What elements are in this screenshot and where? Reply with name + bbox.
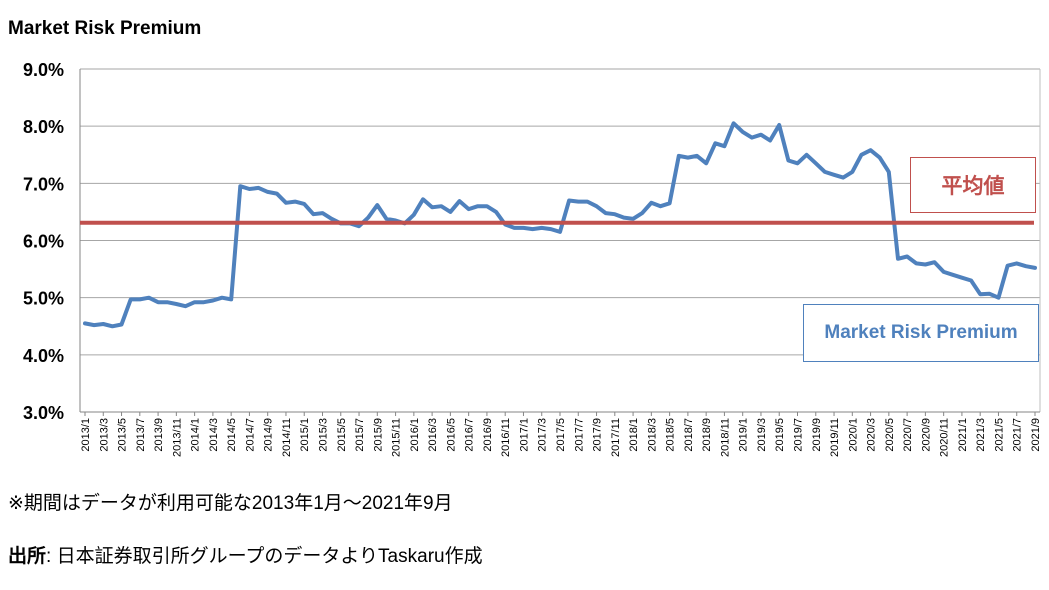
x-tick-label: 2014/3 <box>208 418 220 452</box>
x-tick-label: 2014/11 <box>281 418 293 457</box>
period-note: ※期間はデータが利用可能な2013年1月～2021年9月 <box>8 493 453 514</box>
source-text: : 日本証券取引所グループのデータよりTaskaru作成 <box>46 546 483 567</box>
x-tick-label: 2017/11 <box>610 418 622 457</box>
x-tick-label: 2016/5 <box>445 418 457 452</box>
x-tick-label: 2015/9 <box>372 418 384 452</box>
y-tick-label: 6.0% <box>23 232 64 252</box>
x-tick-label: 2018/7 <box>683 418 695 452</box>
x-tick-label: 2014/5 <box>226 418 238 452</box>
series-line-market-risk-premium <box>83 121 1037 329</box>
x-tick-label: 2017/5 <box>555 418 567 452</box>
x-tick-label: 2020/11 <box>939 418 951 457</box>
x-tick-label: 2018/5 <box>665 418 677 452</box>
x-tick-label: 2019/3 <box>756 418 768 452</box>
x-tick-label: 2018/9 <box>701 418 713 452</box>
x-tick-label: 2021/3 <box>975 418 987 452</box>
x-tick-label: 2015/11 <box>391 418 403 457</box>
x-tick-label: 2013/9 <box>153 418 165 452</box>
x-tick-label: 2015/5 <box>336 418 348 452</box>
x-tick-label: 2019/5 <box>774 418 786 452</box>
x-tick-label: 2016/9 <box>482 418 494 452</box>
x-tick-label: 2016/11 <box>500 418 512 457</box>
y-tick-label: 7.0% <box>23 174 64 194</box>
x-tick-label: 2019/11 <box>829 418 841 457</box>
x-tick-label: 2013/5 <box>117 418 129 452</box>
y-tick-label: 4.0% <box>23 346 64 366</box>
average-label-box: 平均値 <box>910 157 1036 213</box>
x-tick-label: 2018/11 <box>719 418 731 457</box>
x-tick-label: 2015/7 <box>354 418 366 452</box>
x-tick-label: 2017/9 <box>592 418 604 452</box>
x-tick-label: 2021/7 <box>1012 418 1024 452</box>
x-tick-label: 2014/7 <box>244 418 256 452</box>
x-tick-label: 2014/9 <box>263 418 275 452</box>
x-tick-label: 2016/7 <box>464 418 476 452</box>
x-tick-label: 2013/11 <box>171 418 183 457</box>
x-tick-label: 2021/5 <box>993 418 1005 452</box>
x-tick-label: 2021/9 <box>1030 418 1042 452</box>
x-tick-label: 2017/7 <box>573 418 585 452</box>
chart-title: Market Risk Premium <box>8 18 202 39</box>
series-label-box: Market Risk Premium <box>803 304 1039 362</box>
x-tick-label: 2020/3 <box>866 418 878 452</box>
x-tick-label: 2015/1 <box>299 418 311 452</box>
source-note: 出所: 日本証券取引所グループのデータよりTaskaru作成 <box>8 541 483 568</box>
x-tick-label: 2020/5 <box>884 418 896 452</box>
x-tick-label: 2019/1 <box>738 418 750 452</box>
x-tick-label: 2015/3 <box>318 418 330 452</box>
x-tick-label: 2013/3 <box>98 418 110 452</box>
x-tick-label: 2020/7 <box>902 418 914 452</box>
x-tick-label: 2020/9 <box>920 418 932 452</box>
x-tick-label: 2016/1 <box>409 418 421 452</box>
x-tick-label: 2018/3 <box>646 418 658 452</box>
y-tick-label: 9.0% <box>23 60 64 80</box>
x-tick-label: 2013/1 <box>80 418 92 452</box>
x-tick-label: 2021/1 <box>957 418 969 452</box>
x-tick-label: 2019/9 <box>811 418 823 452</box>
x-tick-label: 2018/1 <box>628 418 640 452</box>
x-tick-label: 2020/1 <box>847 418 859 452</box>
y-tick-label: 5.0% <box>23 289 64 309</box>
y-tick-label: 8.0% <box>23 117 64 137</box>
source-label: 出所 <box>8 546 47 567</box>
y-tick-label: 3.0% <box>23 403 64 423</box>
x-tick-label: 2019/7 <box>793 418 805 452</box>
x-tick-label: 2014/1 <box>190 418 202 452</box>
x-tick-label: 2017/1 <box>518 418 530 452</box>
x-tick-label: 2013/7 <box>135 418 147 452</box>
x-tick-label: 2017/3 <box>537 418 549 452</box>
x-tick-label: 2016/3 <box>427 418 439 452</box>
